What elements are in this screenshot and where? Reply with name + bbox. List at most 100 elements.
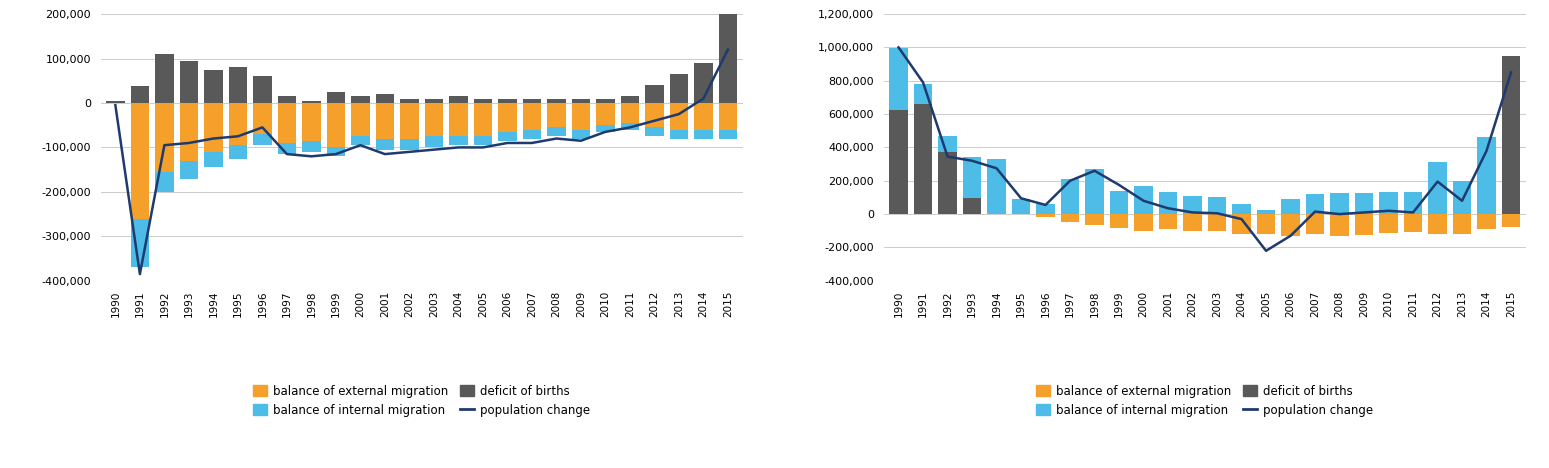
Legend: balance of external migration, balance of internal migration, deficit of births,: balance of external migration, balance o… — [248, 380, 595, 421]
Bar — [180, 161, 198, 178]
Bar — [963, 157, 981, 198]
Bar — [1379, 192, 1397, 214]
Bar — [1478, 214, 1496, 229]
Bar — [155, 103, 173, 172]
Bar — [1355, 193, 1374, 214]
Bar — [424, 103, 443, 136]
Bar — [352, 96, 370, 103]
Bar — [1403, 192, 1422, 214]
Bar — [1061, 214, 1080, 222]
Bar — [252, 103, 271, 134]
Bar — [376, 94, 393, 103]
Bar — [130, 103, 149, 219]
Bar — [1503, 56, 1520, 214]
Bar — [1256, 210, 1275, 214]
Bar — [1478, 137, 1496, 214]
Bar — [449, 96, 468, 103]
Bar — [1503, 214, 1520, 227]
Bar — [547, 127, 565, 136]
Bar — [1183, 196, 1202, 214]
Bar — [1306, 194, 1324, 214]
Bar — [155, 54, 173, 103]
Bar — [1061, 179, 1080, 214]
Bar — [180, 103, 198, 161]
Bar — [572, 103, 590, 130]
Bar — [229, 103, 248, 145]
Bar — [1036, 204, 1055, 214]
Bar — [107, 101, 124, 103]
Bar — [1134, 186, 1152, 214]
Bar — [669, 130, 688, 139]
Bar — [646, 85, 663, 103]
Bar — [1111, 191, 1128, 214]
Bar — [130, 219, 149, 268]
Bar — [621, 103, 640, 123]
Bar — [1453, 181, 1472, 214]
Bar — [1208, 214, 1227, 231]
Bar — [1233, 214, 1250, 234]
Bar — [1011, 199, 1030, 214]
Bar — [572, 98, 590, 103]
Bar — [1355, 214, 1374, 235]
Bar — [424, 98, 443, 103]
Bar — [669, 103, 688, 130]
Bar — [1183, 214, 1202, 231]
Bar — [939, 136, 957, 153]
Bar — [229, 67, 248, 103]
Bar — [327, 92, 345, 103]
Bar — [694, 103, 713, 130]
Bar — [327, 147, 345, 156]
Bar — [522, 130, 541, 139]
Bar — [277, 103, 296, 143]
Bar — [1281, 199, 1300, 214]
Bar — [522, 103, 541, 130]
Bar — [596, 103, 615, 125]
Bar — [499, 103, 516, 132]
Bar — [1086, 214, 1104, 225]
Bar — [889, 110, 908, 214]
Bar — [499, 132, 516, 141]
Legend: balance of external migration, balance of internal migration, deficit of births,: balance of external migration, balance o… — [1032, 380, 1379, 421]
Bar — [204, 103, 223, 152]
Bar — [719, 103, 737, 130]
Bar — [277, 96, 296, 103]
Bar — [302, 103, 321, 141]
Bar — [327, 103, 345, 147]
Bar — [474, 103, 493, 136]
Bar — [376, 139, 393, 150]
Bar — [694, 63, 713, 103]
Bar — [1134, 214, 1152, 231]
Bar — [963, 198, 981, 214]
Bar — [1159, 214, 1177, 229]
Bar — [547, 98, 565, 103]
Bar — [155, 172, 173, 192]
Bar — [1331, 214, 1349, 236]
Bar — [1403, 214, 1422, 233]
Bar — [914, 104, 932, 214]
Bar — [719, 130, 737, 139]
Bar — [252, 134, 271, 145]
Bar — [1159, 192, 1177, 214]
Bar — [694, 130, 713, 139]
Bar — [474, 98, 493, 103]
Bar — [939, 153, 957, 214]
Bar — [180, 61, 198, 103]
Bar — [1281, 214, 1300, 236]
Bar — [352, 136, 370, 145]
Bar — [352, 103, 370, 136]
Bar — [987, 159, 1005, 214]
Bar — [1086, 169, 1104, 214]
Bar — [474, 136, 493, 145]
Bar — [1256, 214, 1275, 234]
Bar — [669, 74, 688, 103]
Bar — [1306, 214, 1324, 234]
Bar — [547, 103, 565, 127]
Bar — [204, 152, 223, 168]
Bar — [522, 98, 541, 103]
Bar — [302, 141, 321, 152]
Bar — [1428, 162, 1447, 214]
Bar — [376, 103, 393, 139]
Bar — [449, 103, 468, 136]
Bar — [719, 14, 737, 103]
Bar — [596, 98, 615, 103]
